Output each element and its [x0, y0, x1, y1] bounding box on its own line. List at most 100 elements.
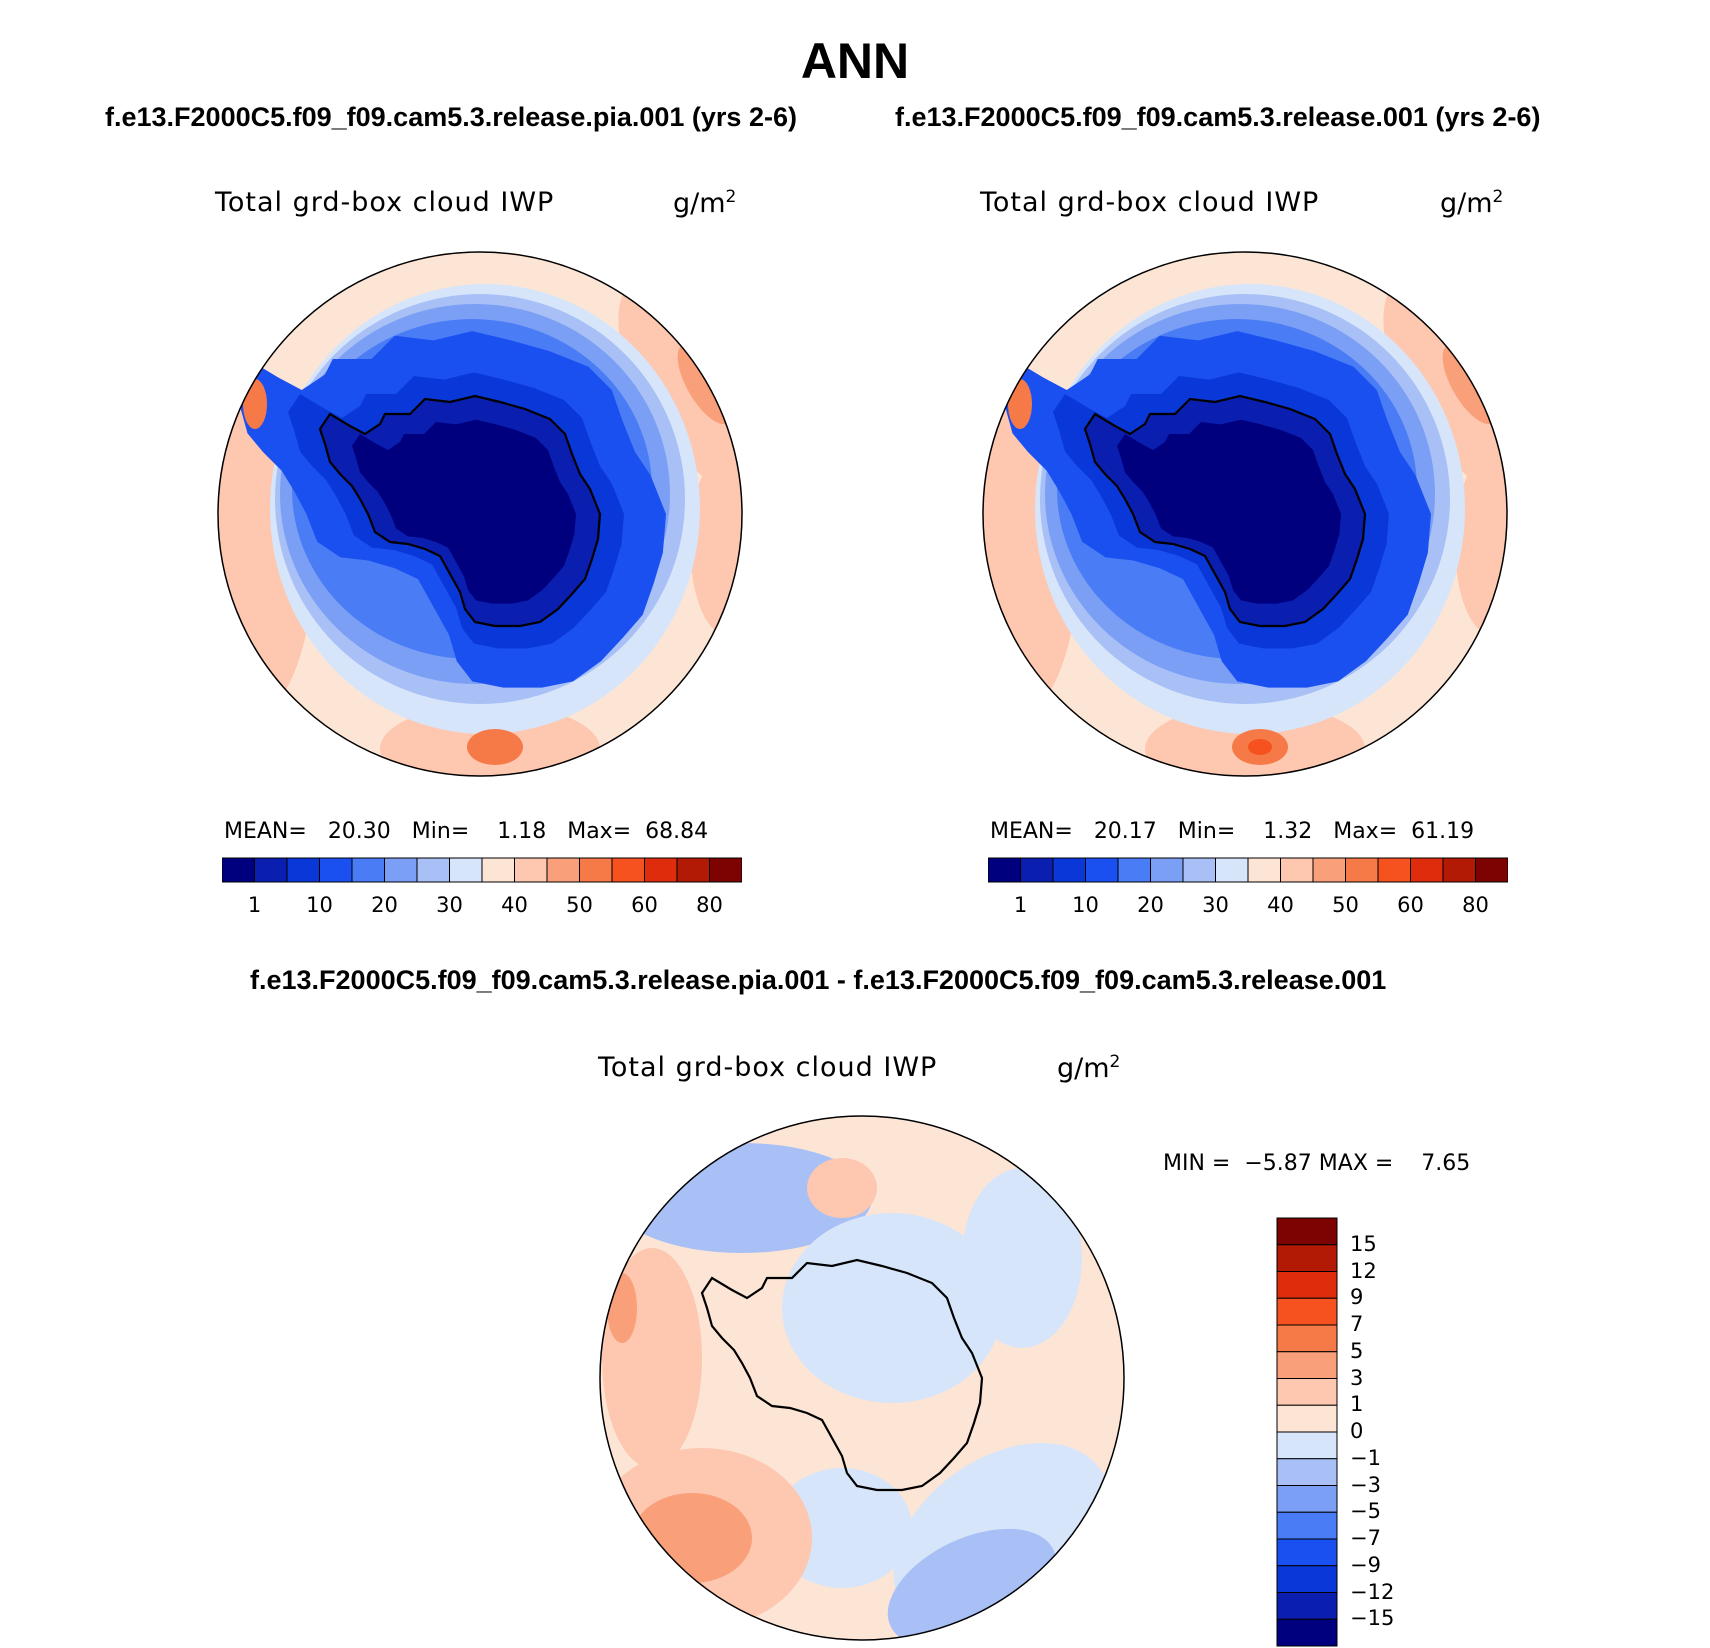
colorbar-tick-label: 10 [1072, 893, 1099, 917]
colorbar-tick-label: 1 [1013, 893, 1028, 917]
diff-min-label: MIN = [1163, 1151, 1231, 1176]
colorbar-tick-label: 80 [1462, 893, 1489, 917]
right-mean-value: 20.17 [1093, 819, 1157, 844]
season-title: ANN [800, 33, 910, 89]
map-boundary [982, 251, 1508, 777]
right-colorbar-ticks: 1 10 20 30 40 50 60 80 [988, 893, 1508, 923]
right-stats: MEAN= 20.17 Min= 1.32 Max= 61.19 [990, 819, 1474, 844]
colorbar-swatch [222, 857, 255, 883]
colorbar-tick-label: 40 [1267, 893, 1294, 917]
left-min-value: 1.18 [497, 819, 547, 844]
diff-units-label: g/m2 [1057, 1052, 1121, 1084]
colorbar-swatch [1276, 1244, 1338, 1272]
colorbar-swatch [1276, 1458, 1338, 1486]
contour-region [602, 1248, 702, 1468]
contour-region [467, 729, 523, 765]
colorbar-tick-label: −12 [1350, 1579, 1395, 1604]
colorbar-tick-label: 10 [306, 893, 333, 917]
colorbar-tick-label: 30 [1202, 893, 1229, 917]
colorbar-swatch [481, 857, 515, 883]
colorbar-tick-label: −5 [1350, 1499, 1381, 1524]
contour-region [632, 1493, 752, 1583]
colorbar-swatch [1345, 857, 1379, 883]
map-boundary [217, 251, 743, 777]
right-units-label: g/m2 [1440, 187, 1504, 219]
diff-colorbar [1276, 1217, 1338, 1647]
colorbar-swatch [1276, 1297, 1338, 1326]
right-max-value: 61.19 [1411, 819, 1475, 844]
colorbar-swatch [1312, 857, 1346, 883]
difference-polar-map [599, 1115, 1125, 1641]
colorbar-swatch [1276, 1378, 1338, 1406]
colorbar-tick-label: 12 [1350, 1258, 1377, 1283]
colorbar-swatch [1276, 1217, 1338, 1246]
colorbar-tick-label: 20 [1137, 893, 1164, 917]
colorbar-swatch [611, 857, 645, 883]
colorbar-swatch [1276, 1431, 1338, 1460]
colorbar-tick-label: 9 [1350, 1285, 1364, 1310]
colorbar-swatch [1280, 857, 1314, 883]
contour-region [807, 1158, 877, 1218]
left-mean-value: 20.30 [327, 819, 391, 844]
colorbar-tick-label: 60 [631, 893, 658, 917]
antarctica-coastline [1083, 394, 1367, 628]
colorbar-swatch [1150, 857, 1184, 883]
colorbar-swatch [1410, 857, 1444, 883]
colorbar-swatch [449, 857, 483, 883]
left-units-label: g/m2 [673, 187, 737, 219]
colorbar-swatch [1020, 857, 1054, 883]
colorbar-tick-label: 3 [1350, 1365, 1364, 1390]
contour-region [690, 454, 742, 634]
left-stats: MEAN= 20.30 Min= 1.18 Max= 68.84 [224, 819, 708, 844]
right-min-label: Min= [1177, 819, 1236, 844]
colorbar-swatch [1276, 1538, 1338, 1567]
diff-variable-label: Total grd-box cloud IWP [598, 1052, 938, 1083]
left-mean-label: MEAN= [224, 819, 307, 844]
antarctica-coastline [318, 394, 602, 628]
colorbar-tick-label: −1 [1350, 1445, 1381, 1470]
diff-max-value: 7.65 [1421, 1151, 1471, 1176]
left-case-title: f.e13.F2000C5.f09_f09.cam5.3.release.pia… [105, 102, 797, 132]
colorbar-tick-label: 20 [371, 893, 398, 917]
colorbar-tick-label: −3 [1350, 1472, 1381, 1497]
right-max-label: Max= [1333, 819, 1398, 844]
colorbar-swatch [1215, 857, 1249, 883]
colorbar-tick-label: 80 [696, 893, 723, 917]
left-min-label: Min= [411, 819, 470, 844]
antarctica-coastline [700, 1258, 984, 1492]
diff-stats: MIN = −5.87 MAX = 7.65 [1163, 1151, 1470, 1176]
colorbar-swatch [1276, 1618, 1338, 1647]
colorbar-swatch [709, 857, 742, 883]
left-colorbar [222, 857, 742, 883]
colorbar-swatch [1276, 1324, 1338, 1353]
left-max-value: 68.84 [645, 819, 709, 844]
right-case-title: f.e13.F2000C5.f09_f09.cam5.3.release.001… [895, 102, 1541, 132]
right-mean-label: MEAN= [990, 819, 1073, 844]
contour-region [1008, 379, 1032, 429]
difference-title: f.e13.F2000C5.f09_f09.cam5.3.release.pia… [250, 965, 1387, 995]
colorbar-swatch [1276, 1404, 1338, 1433]
colorbar-swatch [1442, 857, 1476, 883]
colorbar-tick-label: 15 [1350, 1231, 1377, 1256]
colorbar-tick-label: 1 [1350, 1392, 1364, 1417]
colorbar-tick-label: 1 [247, 893, 262, 917]
contour-region [1248, 739, 1272, 755]
contour-region [1455, 454, 1507, 634]
colorbar-tick-label: 40 [501, 893, 528, 917]
right-colorbar [988, 857, 1508, 883]
colorbar-swatch [579, 857, 613, 883]
diff-colorbar-ticks: 15 12 9 7 5 3 1 0 −1 −3 −5 −7 −9 −12 −15 [1350, 1217, 1430, 1647]
colorbar-swatch [1085, 857, 1119, 883]
contour-region [1415, 279, 1475, 315]
left-variable-label: Total grd-box cloud IWP [215, 187, 555, 218]
colorbar-swatch [1182, 857, 1216, 883]
colorbar-swatch [676, 857, 710, 883]
colorbar-tick-label: −15 [1350, 1606, 1395, 1631]
colorbar-swatch [1276, 1592, 1338, 1620]
diff-max-label: MAX = [1318, 1151, 1394, 1176]
contour-region [607, 1273, 637, 1343]
colorbar-swatch [286, 857, 320, 883]
contour-region [243, 379, 267, 429]
colorbar-tick-label: −7 [1350, 1526, 1381, 1550]
colorbar-tick-label: 50 [566, 893, 593, 917]
